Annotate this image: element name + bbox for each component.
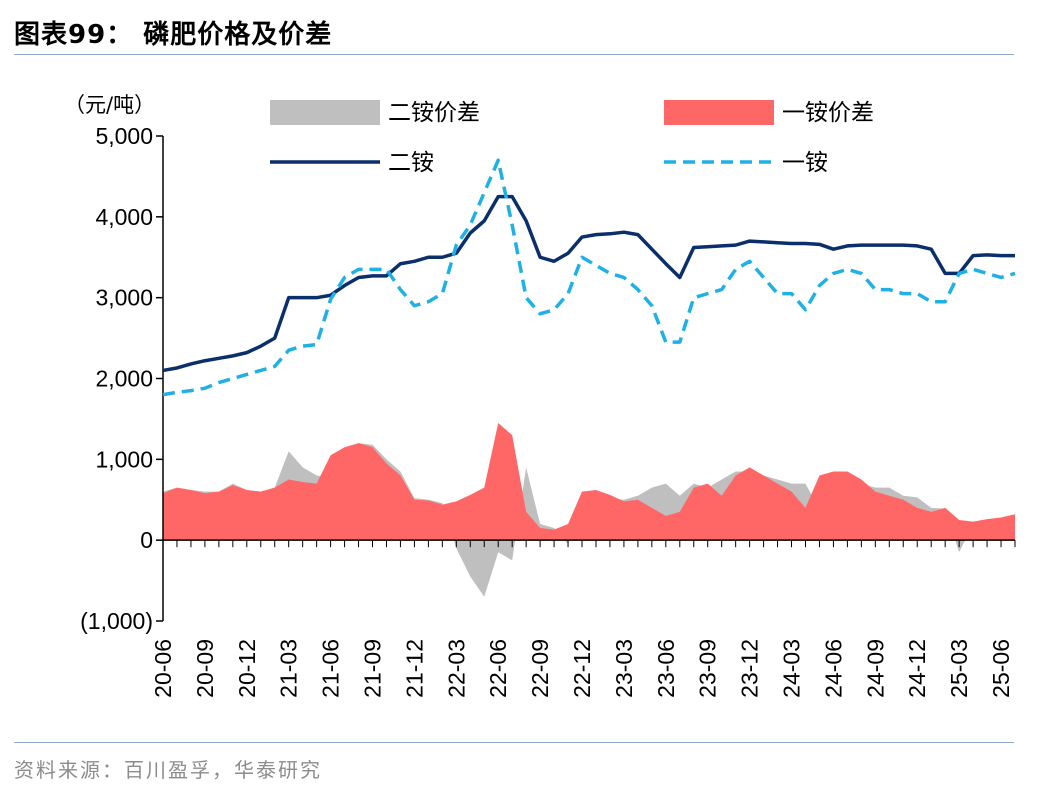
x-tick-label: 21-03 <box>276 639 302 698</box>
x-tick-label: 22-09 <box>527 639 553 698</box>
x-tick-label: 24-03 <box>779 639 805 698</box>
x-tick-label: 20-09 <box>192 639 218 698</box>
dap-price-line <box>162 194 1015 373</box>
legend-item: 一铵价差 <box>664 100 874 126</box>
source-divider <box>14 742 1014 743</box>
map-price-line <box>162 158 1016 397</box>
title-divider <box>14 54 1014 55</box>
y-tick-label: 1,000 <box>95 446 153 472</box>
x-tick-label: 21-12 <box>401 639 427 698</box>
chart-title: 图表99： 磷肥价格及价差 <box>14 20 333 50</box>
x-tick-label: 23-06 <box>653 639 679 698</box>
source-note: 资料来源：百川盈孚，华泰研究 <box>14 758 322 782</box>
legend-swatch <box>664 100 774 125</box>
y-tick-label: 0 <box>140 527 153 553</box>
legend-label: 二铵 <box>388 150 434 176</box>
x-tick-label: 25-03 <box>946 639 972 698</box>
x-tick-label: 20-12 <box>234 639 260 698</box>
x-tick-label: 23-12 <box>737 639 763 698</box>
legend-label: 一铵 <box>782 150 828 176</box>
area-layer <box>163 422 1015 597</box>
x-tick-label: 23-09 <box>695 639 721 698</box>
x-tick-label: 24-12 <box>904 639 930 698</box>
x-tick-label: 25-06 <box>988 639 1014 698</box>
y-tick-label: 2,000 <box>95 366 153 392</box>
legend-label: 二铵价差 <box>388 100 480 126</box>
x-tick-label: 23-03 <box>611 639 637 698</box>
x-tick-label: 20-06 <box>150 639 176 698</box>
legend-item: 二铵 <box>270 150 434 176</box>
legend-label: 一铵价差 <box>782 100 874 126</box>
y-axis-unit-label: （元/吨） <box>64 93 155 117</box>
legend-item: 一铵 <box>664 150 828 176</box>
map-spread-area <box>163 422 1015 541</box>
y-tick-label: 3,000 <box>95 285 153 311</box>
legend-swatch <box>270 100 380 125</box>
y-tick-label: 4,000 <box>95 204 153 230</box>
line-layer <box>162 158 1016 397</box>
chart: 5,000 4,000 3,000 2,000 1,000 0 (1,000) 20-06 20… <box>64 93 1016 698</box>
x-tick-label: 22-06 <box>485 639 511 698</box>
x-tick-label: 21-06 <box>318 639 344 698</box>
x-tick-label: 24-09 <box>862 639 888 698</box>
legend-item: 二铵价差 <box>270 100 480 126</box>
axes-layer: 5,000 4,000 3,000 2,000 1,000 0 (1,000) 20-06 20… <box>80 123 1016 698</box>
x-tick-label: 24-06 <box>820 639 846 698</box>
y-tick-label: (1,000) <box>80 608 153 634</box>
x-tick-label: 22-12 <box>569 639 595 698</box>
y-tick-label: 5,000 <box>95 123 153 149</box>
x-tick-label: 21-09 <box>360 639 386 698</box>
x-tick-label: 22-03 <box>443 639 469 698</box>
